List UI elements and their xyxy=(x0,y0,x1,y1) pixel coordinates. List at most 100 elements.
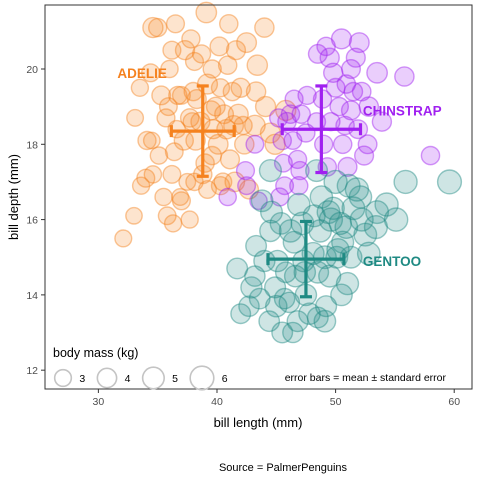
gentoo-point xyxy=(259,219,282,243)
adelie-point xyxy=(149,146,169,165)
adelie-point xyxy=(245,81,267,102)
gentoo-point xyxy=(331,230,355,254)
chinstrap-point xyxy=(291,104,312,124)
gentoo-point xyxy=(356,241,381,266)
gentoo-point xyxy=(353,222,378,247)
adelie-point xyxy=(202,59,222,79)
chinstrap-point xyxy=(366,61,388,84)
adelie-point xyxy=(238,179,260,200)
gentoo-point xyxy=(344,177,370,202)
points-layer xyxy=(114,1,463,344)
gentoo-point xyxy=(328,211,352,236)
y-tick-label: 16 xyxy=(26,215,38,227)
gentoo-point xyxy=(290,211,315,236)
adelie-point xyxy=(233,133,255,155)
panel-border xyxy=(44,4,473,390)
size-legend-key xyxy=(141,366,165,390)
gentoo-point xyxy=(308,219,333,243)
gentoo-point xyxy=(339,245,363,269)
gentoo-point xyxy=(312,245,337,270)
adelie-point xyxy=(218,13,239,34)
adelie-point xyxy=(141,63,161,83)
gentoo-point xyxy=(349,207,374,232)
chinstrap-species-label: CHINSTRAP xyxy=(363,103,442,118)
chinstrap-point xyxy=(354,145,375,166)
adelie-point xyxy=(160,59,179,79)
adelie-point xyxy=(195,1,218,24)
gentoo-point xyxy=(321,196,345,221)
adelie-point xyxy=(254,17,275,38)
chinstrap-point xyxy=(358,96,380,117)
adelie-point xyxy=(174,40,196,61)
chinstrap-point xyxy=(332,134,353,155)
chinstrap-point xyxy=(249,191,268,211)
gentoo-point xyxy=(363,215,388,240)
gentoo-point xyxy=(306,306,329,329)
adelie-point xyxy=(216,118,237,140)
chinstrap-point xyxy=(297,85,317,106)
adelie-point xyxy=(210,78,231,98)
gentoo-point xyxy=(323,169,348,195)
adelie-point xyxy=(143,165,163,184)
chinstrap-point xyxy=(420,145,441,166)
gentoo-point xyxy=(238,295,260,318)
adelie-point xyxy=(142,131,161,150)
chinstrap-point xyxy=(273,153,293,173)
chinstrap-point xyxy=(235,161,256,181)
adelie-point xyxy=(222,81,243,102)
chinstrap-point xyxy=(341,59,362,80)
adelie-point xyxy=(202,145,222,166)
adelie-point xyxy=(182,112,202,132)
gentoo-point xyxy=(253,249,276,273)
adelie-point xyxy=(207,133,229,155)
adelie-point xyxy=(230,77,251,99)
y-tick-label: 20 xyxy=(26,64,38,76)
gentoo-point xyxy=(341,196,366,221)
adelie-point xyxy=(168,85,188,106)
adelie-point xyxy=(225,40,247,61)
gentoo-point xyxy=(325,245,349,269)
adelie-point xyxy=(195,153,215,173)
chinstrap-point xyxy=(325,77,346,98)
adelie-point xyxy=(224,171,246,193)
chinstrap-point xyxy=(319,47,340,68)
adelie-point xyxy=(214,104,235,125)
gentoo-point xyxy=(383,207,409,232)
adelie-point xyxy=(275,99,297,122)
adelie-point xyxy=(154,187,173,207)
gentoo-point xyxy=(286,310,309,333)
adelie-point xyxy=(181,29,201,49)
gentoo-point xyxy=(348,185,373,209)
adelie-point xyxy=(125,206,143,225)
chinstrap-point xyxy=(351,81,372,102)
adelie-point xyxy=(142,16,164,39)
species-labels-layer: ADELIE CHINSTRAP GENTOO xyxy=(117,66,441,269)
gentoo-point xyxy=(278,291,301,314)
adelie-point xyxy=(157,206,177,226)
adelie-point xyxy=(162,40,182,60)
gentoo-point xyxy=(315,295,338,318)
adelie-point xyxy=(205,96,226,117)
adelie-point xyxy=(236,32,258,54)
chinstrap-point xyxy=(280,104,301,124)
adelie-species-label: ADELIE xyxy=(117,66,167,81)
gentoo-point xyxy=(230,303,252,325)
y-tick-label: 12 xyxy=(26,365,38,377)
adelie-point xyxy=(209,36,230,57)
gentoo-point xyxy=(278,219,303,243)
gentoo-point xyxy=(258,159,282,183)
size-legend-key xyxy=(189,365,215,391)
size-legend-label: 4 xyxy=(125,373,131,385)
adelie-point xyxy=(165,14,186,34)
adelie-point xyxy=(156,108,176,128)
adelie-point xyxy=(147,17,168,38)
chinstrap-point xyxy=(337,156,358,177)
chinstrap-point xyxy=(329,96,350,117)
adelie-point xyxy=(158,97,178,117)
gentoo-point xyxy=(313,309,337,333)
size-legend: body mass (kg) 3 4 5 6 xyxy=(53,346,228,391)
adelie-point xyxy=(219,149,241,170)
chinstrap-point xyxy=(394,66,415,87)
